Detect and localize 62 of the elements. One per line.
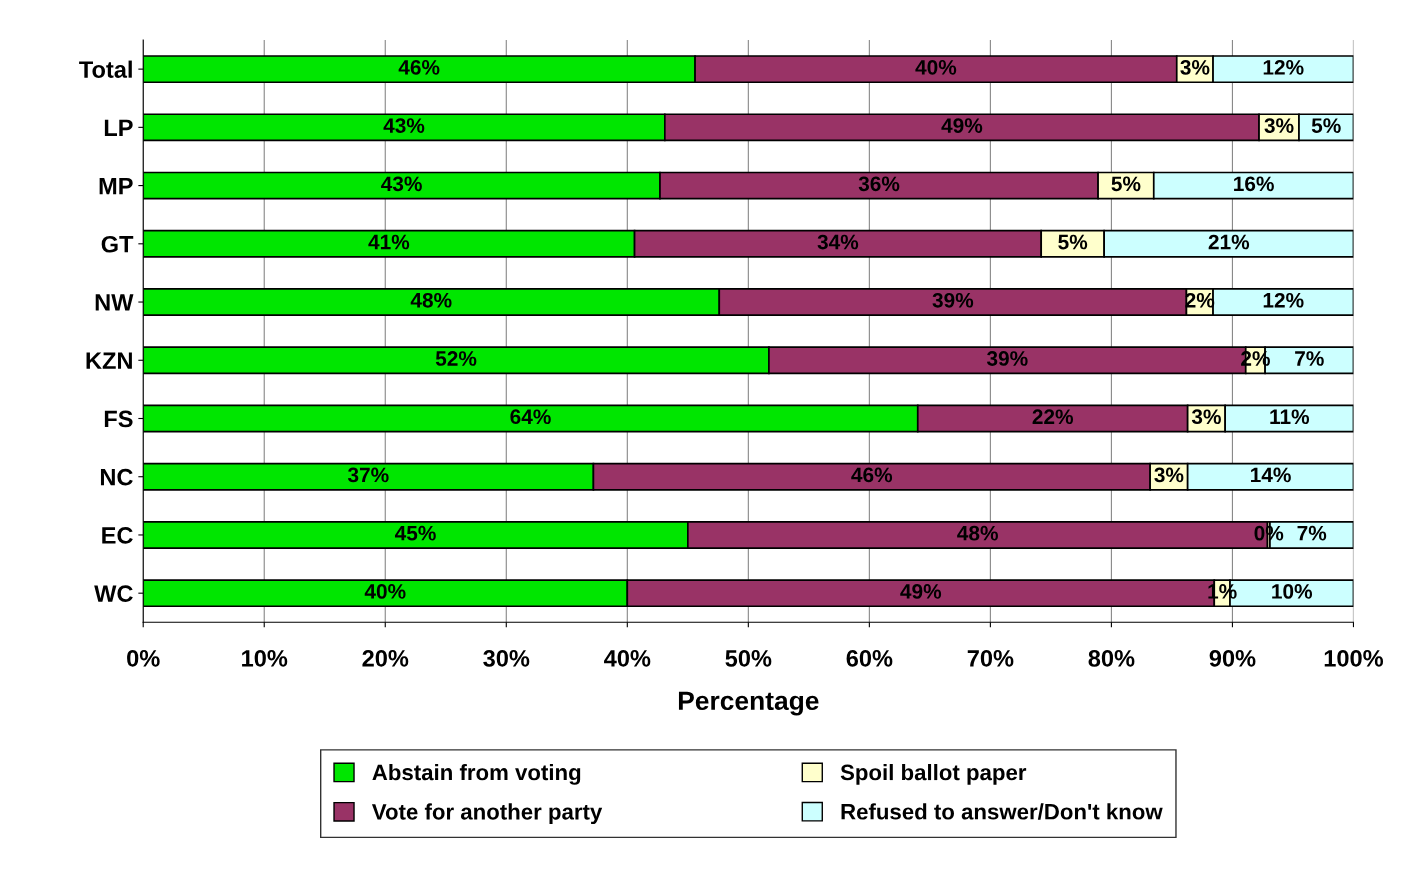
x-tick-label: 60% (846, 650, 893, 667)
y-tick-label: NC (100, 468, 133, 486)
data-label: 22% (1032, 409, 1074, 425)
data-label: 41% (368, 234, 410, 250)
data-label: 43% (383, 118, 425, 133)
data-label: 39% (932, 292, 974, 308)
data-label: 43% (381, 176, 422, 192)
x-tick-label: 80% (1088, 650, 1135, 667)
y-tick-label: LP (104, 119, 133, 136)
data-label: 40% (915, 59, 957, 75)
y-tick-label: GT (101, 235, 134, 253)
y-tick-label: FS (104, 410, 133, 428)
data-label: 14% (1251, 467, 1291, 483)
y-tick-label: WC (94, 585, 133, 602)
data-label: 45% (394, 525, 436, 541)
data-label: 7% (1297, 525, 1327, 541)
data-label: 64% (510, 409, 551, 425)
data-label: 36% (858, 176, 900, 192)
x-tick-label: 70% (967, 650, 1014, 667)
data-label: 12% (1263, 59, 1304, 75)
x-axis-title: Percentage (678, 691, 819, 716)
data-label: 46% (851, 467, 893, 483)
y-tick-label: MP (99, 177, 133, 195)
data-label: 40% (364, 584, 406, 599)
data-label: 37% (347, 467, 389, 483)
data-label: 48% (957, 525, 998, 541)
data-label: 11% (1270, 409, 1310, 425)
x-tick-label: 0% (127, 650, 160, 667)
data-label: 5% (1311, 118, 1341, 133)
data-label: 7% (1295, 351, 1324, 366)
legend-label: Vote for another party (371, 803, 603, 825)
data-label: 3% (1180, 59, 1210, 75)
y-tick-label: Total (79, 60, 132, 78)
data-label: 12% (1263, 292, 1304, 308)
x-tick-label: 50% (725, 650, 772, 667)
data-label: 49% (941, 118, 983, 133)
data-label: 34% (817, 234, 859, 250)
data-label: 16% (1234, 176, 1274, 192)
data-label: 49% (900, 584, 942, 599)
data-label: 39% (986, 351, 1028, 366)
legend-label: Spoil ballot paper (840, 763, 1027, 785)
y-tick-label: KZN (86, 352, 132, 369)
data-label: 21% (1208, 234, 1250, 250)
x-tick-label: 90% (1209, 650, 1256, 667)
x-tick-label: 40% (604, 650, 651, 667)
data-label: 46% (398, 59, 440, 75)
data-label: 5% (1111, 176, 1141, 192)
data-label: 52% (435, 351, 477, 366)
x-tick-label: 30% (483, 650, 530, 667)
data-label: 3% (1264, 118, 1294, 133)
data-label: 48% (410, 292, 452, 308)
data-label: 3% (1191, 409, 1221, 425)
legend-label: Refused to answer/Don't know (841, 803, 1163, 820)
x-tick-label: 10% (242, 650, 288, 667)
x-tick-label: 20% (362, 650, 409, 667)
legend-label: Abstain from voting (372, 763, 581, 785)
data-label: 10% (1272, 584, 1313, 599)
y-tick-label: EC (102, 527, 133, 544)
x-tick-label: 100% (1324, 650, 1384, 667)
data-label: 3% (1154, 467, 1184, 483)
data-label: 5% (1058, 234, 1088, 250)
y-tick-label: NW (95, 294, 134, 311)
